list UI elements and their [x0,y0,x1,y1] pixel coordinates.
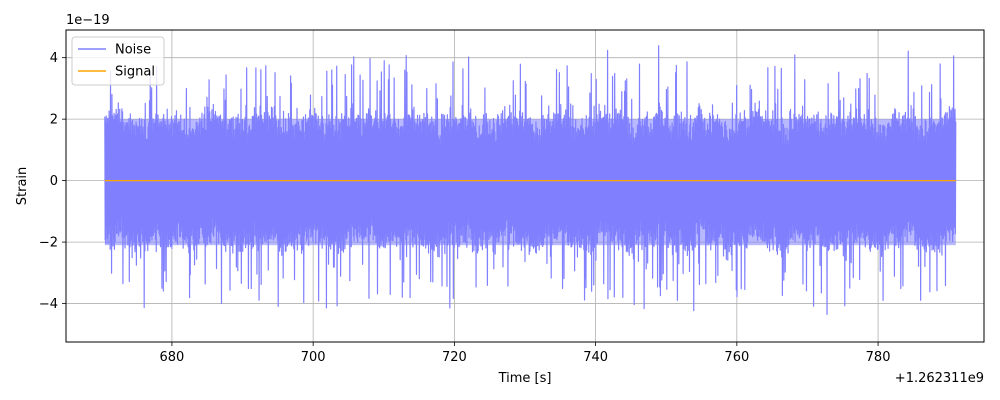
series-layer [104,45,957,316]
series-line-noise [104,45,957,316]
y-scale-text: 1e−19 [66,13,110,28]
x-tick-label: 700 [301,350,326,365]
y-tick-label: 4 [50,51,58,66]
x-tick-label: 760 [724,350,749,365]
x-axis-label: Time [s] [498,371,552,386]
y-tick-label: 0 [50,174,58,189]
y-tick-label: −4 [39,297,58,312]
legend-label-signal: Signal [115,65,155,80]
ticks: 680 700 720 740 760 780 −4 −2 0 2 4 [39,51,891,365]
y-axis-label: Strain [15,167,30,206]
y-tick-label: −2 [39,236,58,251]
x-offset-text: +1.262311e9 [895,371,984,386]
y-tick-label: 2 [50,113,58,128]
axes-frame [65,29,985,343]
x-tick-label: 720 [442,350,467,365]
x-tick-label: 780 [866,350,891,365]
legend-label-noise: Noise [115,43,151,58]
legend: Noise Signal [71,36,165,86]
series-band-noise [104,119,956,246]
x-tick-label: 740 [583,350,608,365]
x-tick-label: 680 [160,350,185,365]
